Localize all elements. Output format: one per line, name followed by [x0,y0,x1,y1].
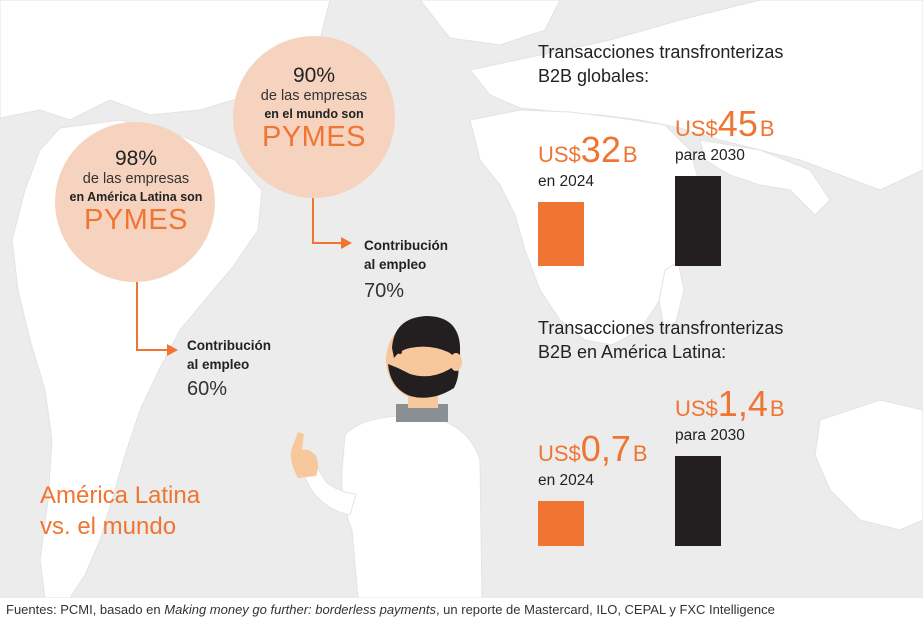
latam-percent: 98% [114,147,158,170]
world-arrow-head [341,237,352,249]
chart-latam: en 2024 US$0,7B para 2030 US$1,4B [538,383,785,546]
world-connector-line [312,198,342,244]
world-employment: Contribución al empleo 70% [364,236,448,303]
region-title-line1: América Latina [40,482,201,509]
latam-circle-text: 98% de las empresas en América Latina so… [36,147,236,237]
man-eye [398,350,402,354]
latam-arrow-head [167,344,178,356]
global-value-label-1: US$45B [675,103,775,144]
chart-global-title-line2: B2B globales: [538,66,650,86]
world-employment-label-1: Contribución [364,238,448,253]
map-australia [814,399,923,531]
connector-arrows [136,198,352,356]
map-africa [469,109,701,346]
global-year-label-1: para 2030 [675,147,745,164]
latam-employment-value: 60% [187,378,228,400]
man-hair [392,316,460,368]
infographic-canvas: 98% de las empresas en América Latina so… [0,0,923,598]
man-pointing-illustration [290,316,483,598]
latam-connector-line [136,282,168,351]
global-bar-2024 [538,202,584,266]
latam-year-label-0: en 2024 [538,472,594,489]
man-hand [290,432,318,478]
chart-latam-title-line1: Transacciones transfronterizas [538,318,784,338]
footer-prefix: Fuentes: PCMI, basado en [6,602,165,617]
footer-italic-title: Making money go further: borderless paym… [164,602,436,617]
chart-global-title: Transacciones transfronterizas B2B globa… [538,40,783,88]
chart-global: en 2024 US$32B para 2030 US$45B [538,103,775,266]
map-arabia-india [699,139,831,216]
chart-global-title-line1: Transacciones transfronterizas [538,42,784,62]
world-line1: de las empresas [260,88,368,104]
world-employment-label-2: al empleo [364,257,427,272]
chart-latam-title: Transacciones transfronterizas B2B en Am… [538,316,783,364]
world-employment-value: 70% [364,280,405,302]
man-beard [388,364,459,398]
world-percent: 90% [292,64,336,87]
man-collar [396,404,448,422]
latam-employment: Contribución al empleo 60% [187,336,271,401]
latam-bar-2030 [675,456,721,546]
world-circle-text: 90% de las empresas en el mundo son PYME… [214,64,414,154]
global-bar-2030 [675,176,721,266]
world-pymes: PYMES [261,121,367,153]
region-title-line2: vs. el mundo [40,513,177,540]
latam-line1: de las empresas [82,171,190,187]
region-title: América Latina vs. el mundo [40,480,200,542]
latam-circle [55,122,215,282]
world-circle [233,36,395,198]
chart-latam-title-line2: B2B en América Latina: [538,342,727,362]
latam-employment-label-2: al empleo [187,357,250,372]
latam-value-label-1: US$1,4B [675,383,785,424]
latam-year-label-1: para 2030 [675,427,745,444]
latam-value-label-0: US$0,7B [538,428,648,469]
map-greenland [419,0,561,46]
global-value-label-0: US$32B [538,129,638,170]
latam-pymes: PYMES [83,204,189,236]
man-ear [450,353,462,371]
footer-suffix: , un reporte de Mastercard, ILO, CEPAL y… [435,602,775,617]
source-footer: Fuentes: PCMI, basado en Making money go… [6,602,775,617]
world-line2: en el mundo son [264,107,364,121]
latam-bar-2024 [538,501,584,546]
latam-line2: en América Latina son [69,190,203,204]
global-year-label-0: en 2024 [538,173,594,190]
latam-employment-label-1: Contribución [187,338,271,353]
man-shirt [341,415,483,598]
